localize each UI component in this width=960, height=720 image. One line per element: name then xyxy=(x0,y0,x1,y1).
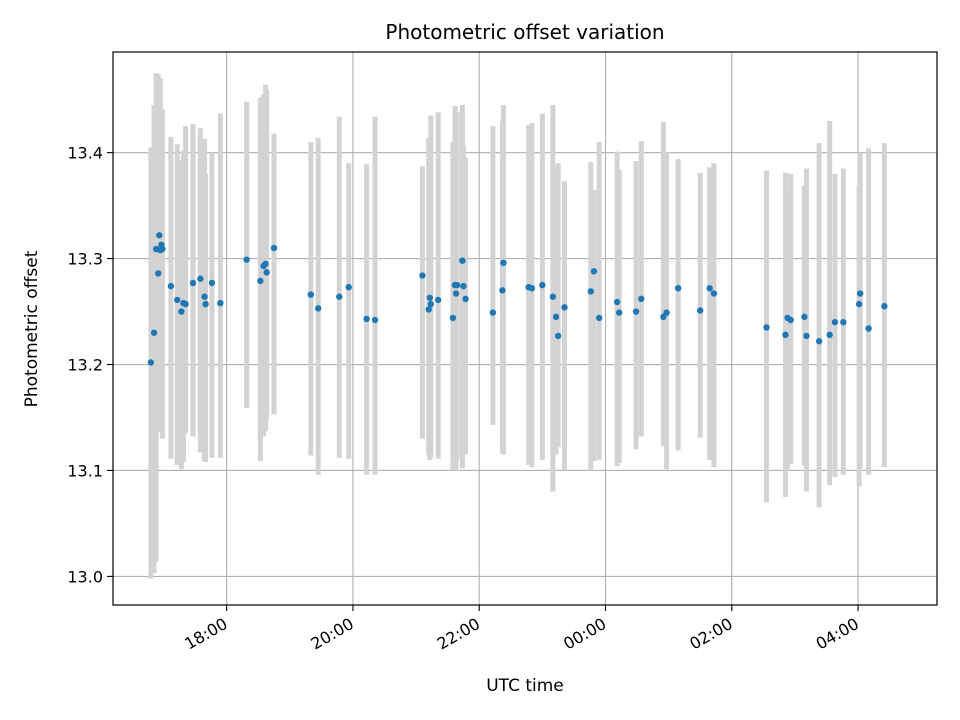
chart-title: Photometric offset variation xyxy=(385,20,664,44)
data-point xyxy=(632,308,640,315)
data-point xyxy=(307,291,315,298)
data-point xyxy=(803,332,810,340)
data-point xyxy=(345,283,352,291)
data-point xyxy=(831,318,839,326)
data-point xyxy=(426,294,433,301)
data-point xyxy=(840,318,847,326)
data-point xyxy=(189,279,197,287)
data-point xyxy=(452,290,460,297)
data-point xyxy=(706,285,713,292)
data-point xyxy=(539,281,546,289)
data-point xyxy=(462,295,469,303)
data-point xyxy=(865,325,872,332)
data-point xyxy=(500,259,507,267)
data-point xyxy=(489,309,497,316)
data-point xyxy=(449,314,457,322)
data-point xyxy=(549,293,557,300)
data-point xyxy=(371,316,379,324)
y-tick-label: 13.1 xyxy=(67,461,103,480)
data-point xyxy=(763,324,770,331)
data-point xyxy=(697,307,704,314)
data-point xyxy=(201,293,208,300)
data-point xyxy=(270,244,278,252)
data-point xyxy=(167,282,175,290)
data-point xyxy=(156,232,163,239)
data-point xyxy=(815,338,823,345)
data-point xyxy=(363,315,370,323)
data-point xyxy=(155,270,162,277)
data-point xyxy=(263,269,270,276)
data-point xyxy=(856,290,864,297)
data-point xyxy=(881,303,888,310)
data-point xyxy=(419,272,426,279)
data-point xyxy=(459,257,466,264)
data-point xyxy=(460,282,467,290)
data-point xyxy=(826,331,833,339)
data-point xyxy=(855,300,863,308)
data-point xyxy=(427,300,435,308)
data-point xyxy=(257,277,264,285)
data-point xyxy=(150,329,158,336)
data-points xyxy=(147,232,888,366)
data-point xyxy=(554,332,562,340)
x-axis-label: UTC time xyxy=(486,676,564,696)
data-point xyxy=(262,260,269,268)
data-point xyxy=(336,293,343,300)
data-point xyxy=(217,299,224,307)
y-axis: 13.0 13.1 13.2 13.3 13.4 xyxy=(67,144,113,586)
data-point xyxy=(710,290,718,297)
y-tick-label: 13.3 xyxy=(67,250,103,269)
data-point xyxy=(315,305,322,312)
data-point xyxy=(178,308,185,315)
data-point xyxy=(425,306,432,313)
data-point xyxy=(173,296,181,304)
plot-frame xyxy=(112,51,938,606)
data-point xyxy=(197,275,204,282)
data-point xyxy=(243,256,250,263)
data-point xyxy=(182,300,189,308)
data-point xyxy=(147,359,155,366)
data-point xyxy=(590,268,598,275)
data-point xyxy=(561,304,568,311)
y-tick-label: 13.0 xyxy=(67,567,103,586)
data-point xyxy=(202,300,209,308)
data-point xyxy=(499,287,506,294)
data-point xyxy=(528,285,536,292)
data-point xyxy=(587,288,594,295)
data-point xyxy=(782,331,789,339)
error-bars xyxy=(148,73,887,579)
data-point xyxy=(801,313,808,321)
data-point xyxy=(613,298,621,306)
data-point xyxy=(615,309,623,316)
data-point xyxy=(663,309,670,316)
data-point xyxy=(787,316,794,324)
data-point xyxy=(595,314,603,322)
data-point xyxy=(453,281,461,289)
y-tick-label: 13.2 xyxy=(67,356,103,375)
data-point xyxy=(208,279,216,287)
data-point xyxy=(434,296,442,304)
data-point xyxy=(552,313,560,321)
y-tick-label: 13.4 xyxy=(67,144,103,163)
data-point xyxy=(638,295,645,303)
y-axis-label: Photometric offset xyxy=(22,250,42,407)
data-point xyxy=(159,245,166,253)
data-point xyxy=(674,285,682,292)
